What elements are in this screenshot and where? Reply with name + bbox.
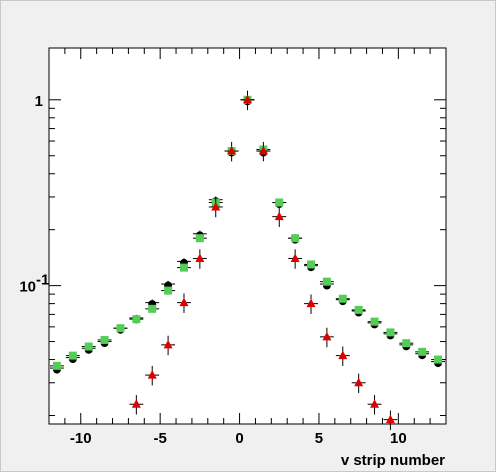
- data-point-triangle: [147, 370, 157, 379]
- data-point-square: [402, 339, 411, 348]
- data-point-triangle: [274, 211, 284, 221]
- series-triangle: [129, 90, 398, 430]
- data-point-triangle: [195, 253, 205, 262]
- data-point-square: [291, 234, 300, 243]
- data-point-square: [370, 317, 379, 326]
- data-point-triangle: [322, 331, 332, 341]
- x-tick-label: -5: [153, 430, 166, 447]
- data-point-triangle: [370, 399, 380, 408]
- y-tick-label: 1: [35, 93, 43, 110]
- data-point-triangle: [385, 414, 395, 424]
- data-point-square: [68, 351, 77, 360]
- data-point-square: [275, 198, 284, 207]
- x-tick-label: -10: [70, 430, 92, 447]
- data-point-square: [418, 347, 427, 356]
- ticks: [48, 48, 447, 424]
- y-tick-label: 10: [19, 279, 36, 296]
- data-point-triangle: [243, 94, 252, 104]
- data-point-square: [354, 305, 363, 314]
- data-point-square: [52, 361, 61, 370]
- data-point-square: [434, 355, 443, 364]
- data-point-square: [116, 324, 125, 333]
- data-point-square: [307, 260, 316, 269]
- data-point-square: [148, 304, 157, 313]
- data-point-square: [386, 328, 395, 337]
- data-point-square: [179, 263, 188, 272]
- data-point-square: [195, 234, 204, 243]
- x-tick-label: 5: [315, 430, 323, 447]
- data-point-square: [322, 277, 331, 286]
- data-series: [50, 90, 445, 430]
- data-point-triangle: [306, 298, 316, 308]
- data-point-triangle: [179, 297, 189, 307]
- data-point-square: [338, 294, 347, 303]
- data-point-triangle: [290, 253, 300, 262]
- data-point-square: [100, 335, 109, 344]
- x-tick-label: 10: [390, 430, 407, 447]
- x-tick-label: 0: [235, 430, 243, 447]
- data-point-triangle: [354, 377, 364, 387]
- data-point-triangle: [258, 146, 268, 155]
- data-point-triangle: [227, 146, 237, 155]
- x-axis-title: v strip number: [341, 452, 445, 469]
- data-point-square: [84, 342, 93, 351]
- data-point-triangle: [338, 350, 348, 360]
- data-point-triangle: [163, 339, 173, 349]
- data-point-square: [164, 286, 173, 295]
- data-point-triangle: [211, 201, 221, 211]
- y-tick-exponent: -1: [36, 272, 49, 289]
- data-point-triangle: [131, 399, 141, 408]
- plot-area: [48, 47, 447, 425]
- data-point-square: [132, 315, 141, 324]
